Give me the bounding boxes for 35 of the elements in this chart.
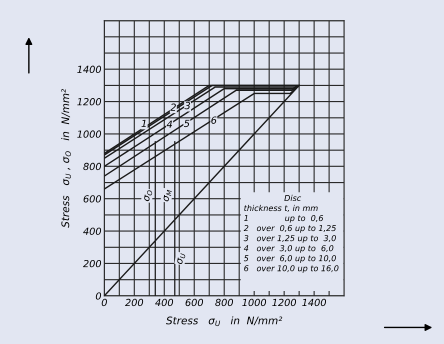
ref-line-label: σ$_{O}$ bbox=[144, 190, 153, 202]
ref-line-label: σ$_{M}$ bbox=[163, 189, 172, 202]
text: Stress σ$_{U}$ in N/mm² bbox=[166, 316, 282, 326]
y-tick-label: 400 bbox=[83, 228, 102, 235]
annotation: 5 over 6,0 up to 10,0 bbox=[244, 255, 336, 263]
annotation: 5 bbox=[184, 120, 190, 128]
x-tick-label: 200 bbox=[125, 298, 144, 306]
y-tick-label: 1400 bbox=[77, 66, 102, 74]
annotation: 3 over 1,25 up to 3,0 bbox=[244, 235, 336, 243]
annotation: 1 up to 0,6 bbox=[244, 215, 324, 223]
x-tick-label: 600 bbox=[186, 298, 204, 306]
y-tick-label: 200 bbox=[83, 260, 102, 268]
x-tick-label: 1400 bbox=[302, 298, 326, 306]
x-tick-label: 800 bbox=[215, 298, 234, 306]
annotation: 4 bbox=[166, 120, 172, 128]
annotation: 6 bbox=[211, 116, 216, 124]
y-tick-label: 1200 bbox=[77, 98, 102, 106]
y-tick-label: 0 bbox=[96, 292, 102, 300]
annotation: 3 bbox=[184, 102, 190, 110]
annotation: σ$_{U}$ bbox=[176, 252, 186, 265]
x-tick-label: 1000 bbox=[242, 298, 266, 306]
x-tick-label: 400 bbox=[155, 298, 174, 306]
y-tick-label: 1000 bbox=[77, 130, 102, 138]
annotation: Disc bbox=[284, 194, 302, 202]
annotation: 1 bbox=[142, 120, 146, 127]
annotation: 2 bbox=[170, 104, 176, 111]
annotation: 6 over 10,0 up to 16,0 bbox=[244, 265, 338, 273]
y-tick-label: 800 bbox=[83, 162, 102, 170]
annotation: 4 over 3,0 up to 6,0 bbox=[244, 245, 334, 253]
annotation: 2 over 0,6 up to 1,25 bbox=[244, 225, 336, 233]
x-tick-label: 1200 bbox=[272, 298, 296, 306]
y-tick-label: 600 bbox=[84, 195, 102, 203]
text: Stress σ$_{U}$ , σ$_{O}$ in N/mm² bbox=[61, 88, 71, 228]
x-tick-label: 0 bbox=[102, 298, 107, 306]
annotation: thickness t, in mm bbox=[244, 204, 318, 212]
